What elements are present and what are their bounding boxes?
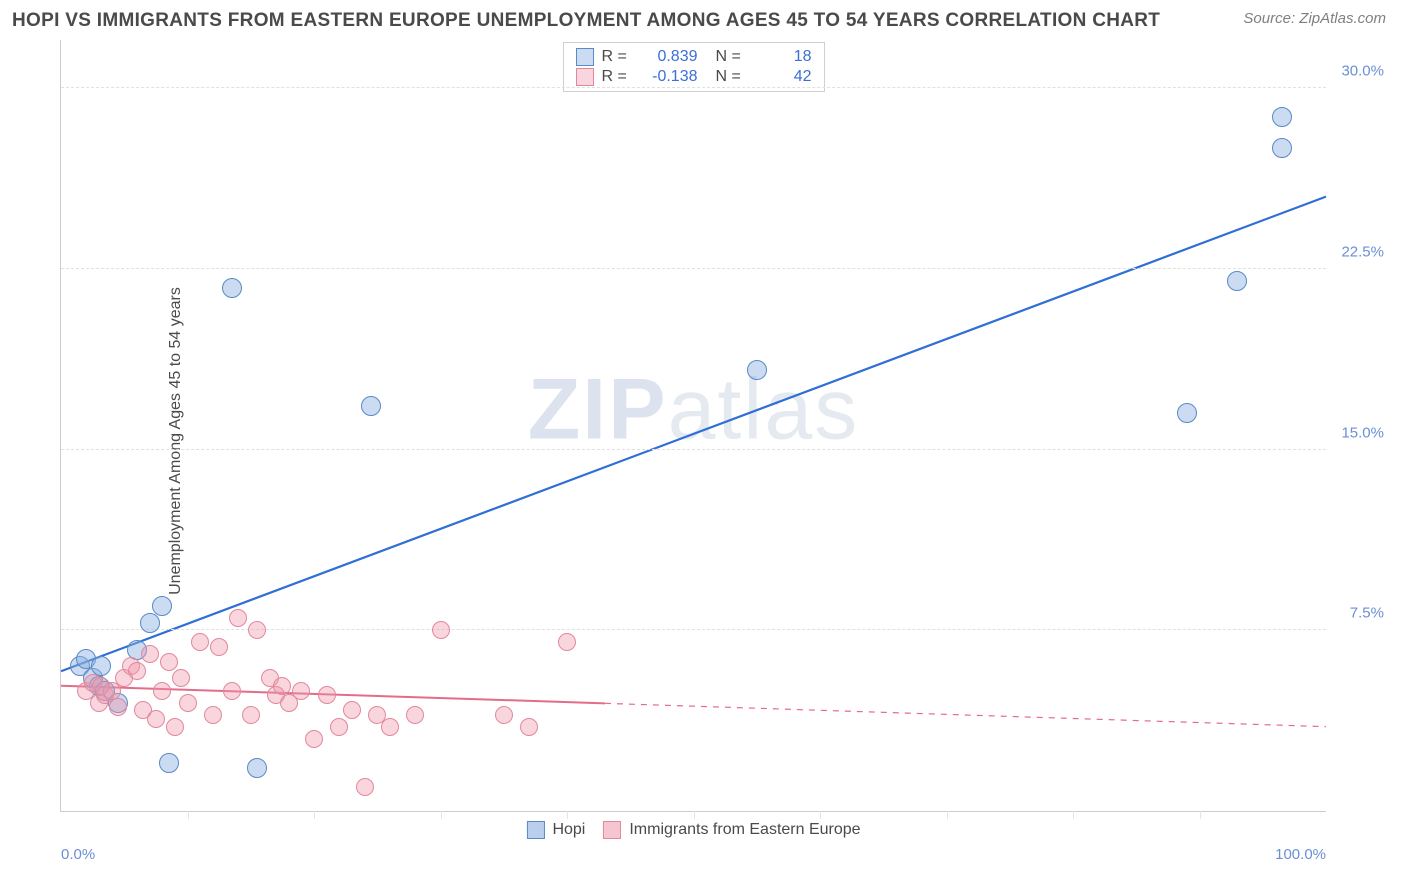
legend-swatch [526,821,544,839]
grid-tick-vertical [188,811,189,819]
scatter-point [318,686,336,704]
series-legend-item: Hopi [526,821,585,839]
scatter-point [747,360,767,380]
grid-tick-vertical [314,811,315,819]
scatter-point [166,718,184,736]
grid-tick-vertical [947,811,948,819]
scatter-point [91,656,111,676]
series-legend: Hopi Immigrants from Eastern Europe [526,821,860,839]
grid-tick-vertical [694,811,695,819]
scatter-point [172,669,190,687]
scatter-point [330,718,348,736]
scatter-point [229,609,247,627]
x-tick-label: 100.0% [1275,846,1326,863]
plot-area: ZIPatlas R =0.839N =18R =-0.138N =42 Hop… [60,40,1326,812]
scatter-point [248,621,266,639]
scatter-point [406,706,424,724]
grid-tick-vertical [1073,811,1074,819]
scatter-point [147,710,165,728]
scatter-point [140,613,160,633]
chart-container: Unemployment Among Ages 45 to 54 years Z… [50,40,1326,842]
y-tick-label: 7.5% [1350,605,1384,622]
scatter-point [1272,138,1292,158]
y-tick-label: 22.5% [1341,243,1384,260]
scatter-point [1177,403,1197,423]
series-legend-label: Hopi [552,821,585,839]
scatter-point [179,694,197,712]
scatter-point [343,701,361,719]
chart-title: HOPI VS IMMIGRANTS FROM EASTERN EUROPE U… [12,10,1160,32]
grid-line-horizontal [61,87,1326,88]
scatter-point [273,677,291,695]
scatter-point [223,682,241,700]
scatter-point [432,621,450,639]
source-label: Source: [1243,10,1299,27]
scatter-point [558,633,576,651]
series-legend-item: Immigrants from Eastern Europe [603,821,860,839]
scatter-point [305,730,323,748]
scatter-point [381,718,399,736]
scatter-point [247,758,267,778]
scatter-point [361,396,381,416]
scatter-point [191,633,209,651]
scatter-point [222,278,242,298]
source-value: ZipAtlas.com [1299,10,1386,27]
scatter-point [109,698,127,716]
grid-tick-vertical [820,811,821,819]
scatter-point [160,653,178,671]
scatter-point [242,706,260,724]
x-tick-label: 0.0% [61,846,95,863]
scatter-point [292,682,310,700]
grid-tick-vertical [441,811,442,819]
source-attribution: Source: ZipAtlas.com [1243,10,1386,28]
scatter-point [204,706,222,724]
scatter-point [520,718,538,736]
scatter-point [1227,271,1247,291]
scatter-point [1272,107,1292,127]
scatter-point [141,645,159,663]
trend-line-dashed [605,703,1326,726]
scatter-point [356,778,374,796]
y-tick-label: 30.0% [1341,63,1384,80]
grid-tick-vertical [567,811,568,819]
scatter-point [210,638,228,656]
trend-lines [61,40,1326,811]
legend-swatch [603,821,621,839]
series-legend-label: Immigrants from Eastern Europe [629,821,860,839]
scatter-point [159,753,179,773]
scatter-point [128,662,146,680]
grid-tick-vertical [1200,811,1201,819]
scatter-point [495,706,513,724]
grid-line-horizontal [61,449,1326,450]
scatter-point [152,596,172,616]
grid-line-horizontal [61,268,1326,269]
y-tick-label: 15.0% [1341,424,1384,441]
scatter-point [153,682,171,700]
